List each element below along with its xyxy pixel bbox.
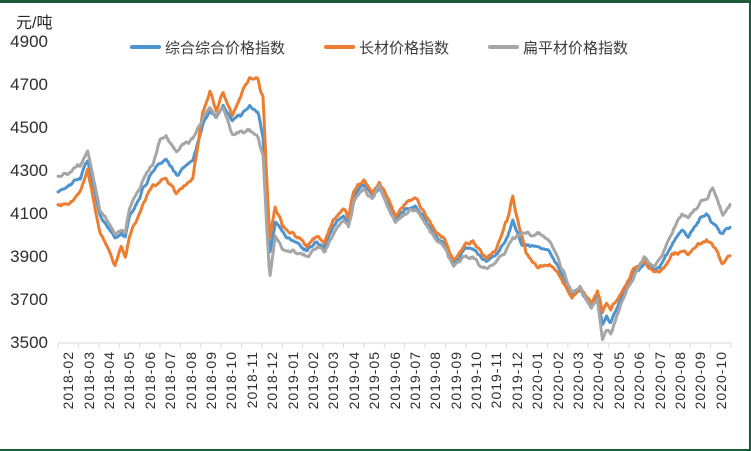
y-axis-tick-label: 4500: [10, 118, 48, 137]
legend-swatch-long-products: [324, 45, 355, 49]
legend-item-long-products: 长材价格指数: [324, 39, 450, 57]
y-axis-tick-label: 3900: [10, 247, 48, 266]
y-axis-tick-label: 4100: [10, 204, 48, 223]
legend-swatch-composite: [130, 45, 161, 49]
legend-label-flat-products: 扁平材价格指数: [523, 39, 629, 57]
y-axis-tick-label: 3700: [10, 290, 48, 309]
y-axis-tick-label: 4700: [10, 75, 48, 94]
series-line-flat-products: [56, 106, 732, 342]
y-axis-tick-label: 3500: [10, 333, 48, 352]
legend-label-long-products: 长材价格指数: [359, 39, 450, 57]
legend-swatch-flat-products: [488, 45, 519, 49]
plot-area: [56, 76, 732, 348]
legend-item-flat-products: 扁平材价格指数: [488, 39, 629, 57]
legend-item-composite: 综合综合价格指数: [130, 39, 286, 57]
y-axis-tick-label: 4900: [10, 32, 48, 51]
y-axis-tick-label: 4300: [10, 161, 48, 180]
legend-label-composite: 综合综合价格指数: [165, 39, 286, 57]
y-axis-unit-label: 元/吨: [16, 15, 53, 32]
chart-legend: 综合综合价格指数 长材价格指数 扁平材价格指数: [0, 39, 749, 57]
series-line-long-products: [56, 76, 732, 314]
